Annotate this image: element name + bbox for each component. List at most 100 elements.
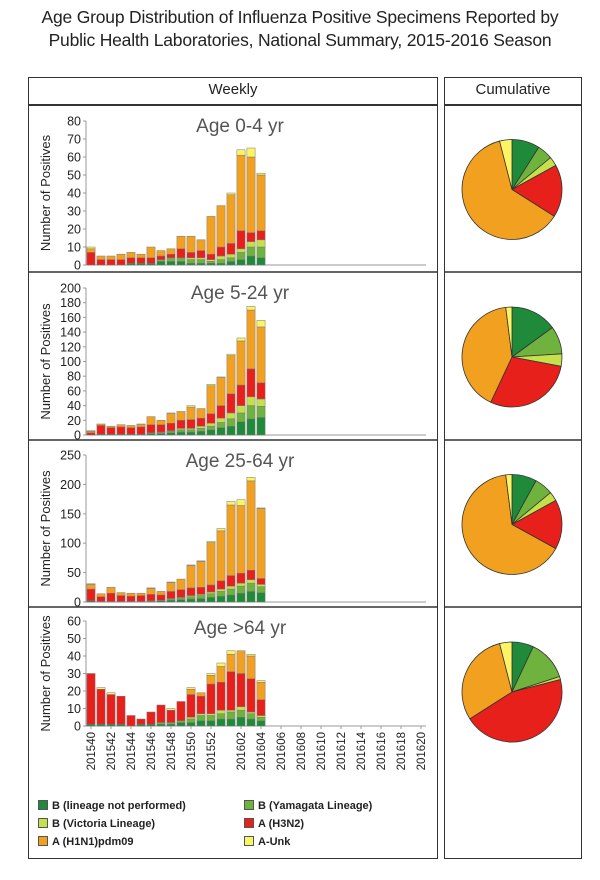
bar-a-h1n1pdm09 bbox=[246, 309, 256, 370]
bar-b-lineage-not-performed bbox=[226, 261, 236, 266]
bar-a-h1n1pdm09 bbox=[106, 425, 116, 428]
bar-a-h1n1pdm09 bbox=[136, 424, 146, 428]
bar-b-yamagata bbox=[226, 418, 236, 427]
bar-a-h3n2 bbox=[106, 427, 116, 435]
y-axis-title: Number of Positives bbox=[38, 470, 53, 587]
pie-slice-a-h1n1pdm09 bbox=[461, 474, 557, 575]
pie-slice-a-h1n1pdm09 bbox=[461, 643, 513, 720]
bar-b-victoria bbox=[226, 710, 236, 713]
bar-b-yamagata bbox=[186, 259, 196, 264]
bar-a-h3n2 bbox=[186, 587, 196, 596]
bar-b-yamagata bbox=[176, 429, 186, 433]
bar-b-victoria bbox=[246, 396, 256, 406]
bar-b-lineage-not-performed bbox=[166, 724, 176, 727]
bar-b-lineage-not-performed bbox=[246, 591, 256, 603]
bar-b-yamagata bbox=[196, 715, 206, 721]
bar-b-yamagata bbox=[256, 406, 266, 418]
bar-a-h1n1pdm09 bbox=[226, 355, 236, 395]
bar-a-h3n2 bbox=[166, 422, 176, 431]
bar-a-h3n2 bbox=[156, 255, 166, 260]
bar-a-h3n2 bbox=[176, 589, 186, 598]
bar-b-lineage-not-performed bbox=[206, 720, 216, 727]
bar-a-h1n1pdm09 bbox=[116, 253, 126, 260]
bar-b-victoria bbox=[256, 715, 266, 718]
pie-slice-a-h1n1pdm09 bbox=[461, 306, 513, 403]
bar-a-h1n1pdm09 bbox=[236, 340, 246, 386]
y-tick-label: 30 bbox=[67, 205, 81, 219]
bar-a-h1n1pdm09 bbox=[176, 411, 186, 421]
y-tick-label: 80 bbox=[67, 370, 81, 384]
bar-b-yamagata bbox=[186, 596, 196, 600]
bar-b-victoria bbox=[206, 713, 216, 716]
bar-b-yamagata bbox=[166, 722, 176, 725]
bar-a-h3n2 bbox=[136, 595, 146, 602]
bar-a-h1n1pdm09 bbox=[256, 508, 266, 579]
bar-a-h3n2 bbox=[236, 230, 246, 250]
bar-a-h1n1pdm09 bbox=[196, 239, 206, 251]
bar-b-victoria bbox=[256, 398, 266, 407]
pie-slice-a-unk bbox=[499, 139, 513, 190]
cumulative-header-divider bbox=[444, 104, 582, 106]
bar-b-victoria bbox=[186, 717, 196, 720]
bar-b-lineage-not-performed bbox=[176, 722, 186, 727]
bar-b-lineage-not-performed bbox=[116, 724, 126, 727]
title-line-2: Public Health Laboratories, National Sum… bbox=[48, 30, 552, 50]
bar-a-h1n1pdm09 bbox=[176, 578, 186, 590]
bar-a-h3n2 bbox=[96, 425, 106, 435]
bar-b-lineage-not-performed bbox=[86, 724, 96, 727]
bar-a-unk bbox=[96, 687, 106, 690]
bar-a-h1n1pdm09 bbox=[86, 248, 96, 253]
bar-b-victoria bbox=[236, 706, 246, 711]
bar-b-yamagata bbox=[236, 252, 246, 260]
bar-a-h1n1pdm09 bbox=[256, 174, 266, 232]
y-axis-title: Number of Positives bbox=[38, 303, 53, 420]
chart-title: Age Group Distribution of Influenza Posi… bbox=[0, 6, 600, 52]
x-tick-label: 201618 bbox=[396, 732, 408, 770]
bar-a-unk bbox=[166, 412, 176, 414]
bar-a-h3n2 bbox=[166, 710, 176, 723]
bar-a-unk bbox=[246, 654, 256, 657]
bar-b-lineage-not-performed bbox=[166, 432, 176, 436]
bar-a-h3n2 bbox=[96, 689, 106, 725]
bar-b-yamagata bbox=[196, 259, 206, 264]
bar-a-h3n2 bbox=[126, 257, 136, 264]
bar-b-lineage-not-performed bbox=[226, 594, 236, 603]
panel-title: Age 0-4 yr bbox=[196, 116, 284, 137]
y-tick-label: 50 bbox=[67, 566, 81, 580]
y-tick-label: 50 bbox=[67, 632, 81, 646]
y-tick-label: 40 bbox=[67, 650, 81, 664]
bar-a-unk bbox=[226, 501, 236, 506]
bar-a-h1n1pdm09 bbox=[156, 420, 166, 425]
bar-a-h3n2 bbox=[196, 696, 206, 714]
legend-item-b-victoria: B (Victoria Lineage) bbox=[38, 818, 155, 830]
bar-b-yamagata bbox=[206, 593, 216, 598]
panel-title: Age >64 yr bbox=[194, 618, 287, 639]
bar-a-unk bbox=[206, 673, 216, 676]
bar-a-h1n1pdm09 bbox=[166, 413, 176, 424]
panel-1: 0 10 20 30 40 50 60 70 80 Number of Positives Age … bbox=[38, 115, 563, 273]
bar-b-yamagata bbox=[226, 588, 236, 596]
panel-title: Age 5-24 yr bbox=[191, 283, 290, 304]
bar-a-h1n1pdm09 bbox=[256, 326, 266, 384]
bar-b-lineage-not-performed bbox=[196, 720, 206, 727]
x-tick-label: 201552 bbox=[206, 732, 218, 770]
bar-a-h1n1pdm09 bbox=[96, 255, 106, 260]
bar-a-h3n2 bbox=[256, 578, 266, 585]
bar-a-h3n2 bbox=[96, 259, 106, 266]
bar-a-h1n1pdm09 bbox=[156, 250, 166, 257]
bar-a-h1n1pdm09 bbox=[196, 692, 206, 697]
bar-a-h1n1pdm09 bbox=[206, 385, 216, 414]
bar-a-h1n1pdm09 bbox=[126, 425, 136, 428]
legend-item-a-h1n1pdm09: A (H1N1)pdm09 bbox=[38, 836, 134, 848]
bar-a-h1n1pdm09 bbox=[216, 205, 226, 248]
y-tick-label: 60 bbox=[67, 384, 81, 398]
pie-slice-a-h3n2 bbox=[469, 679, 563, 743]
bar-b-yamagata bbox=[236, 710, 246, 718]
y-tick-label: 100 bbox=[60, 537, 81, 551]
legend-swatch bbox=[38, 836, 48, 846]
bar-a-h3n2 bbox=[126, 715, 136, 727]
bar-b-victoria bbox=[256, 584, 266, 587]
bar-a-h3n2 bbox=[116, 696, 126, 725]
bar-a-h3n2 bbox=[246, 569, 256, 580]
bar-b-lineage-not-performed bbox=[206, 597, 216, 603]
